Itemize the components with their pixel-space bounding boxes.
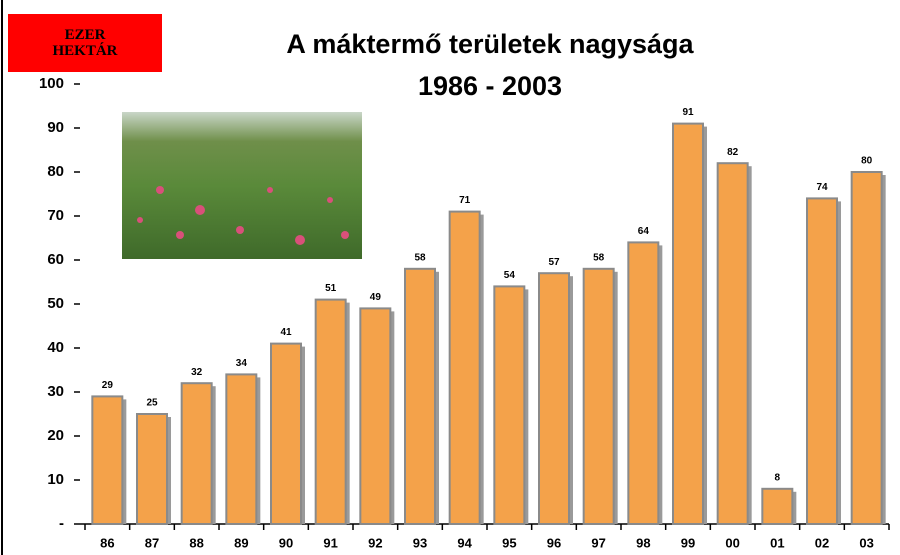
data-label: 82 bbox=[727, 147, 739, 158]
y-tick-label: 20 bbox=[47, 427, 64, 444]
bar bbox=[852, 172, 882, 524]
bar bbox=[316, 300, 346, 524]
x-tick-label: 03 bbox=[859, 535, 873, 550]
chart-title: A máktermő területek nagysága bbox=[286, 29, 694, 59]
data-label: 91 bbox=[682, 107, 694, 118]
y-tick-label: 10 bbox=[47, 471, 64, 488]
bar bbox=[584, 269, 614, 524]
data-label: 71 bbox=[459, 195, 471, 206]
y-tick-label: 40 bbox=[47, 339, 64, 356]
y-tick-label: - bbox=[59, 515, 64, 532]
x-tick-label: 95 bbox=[502, 535, 516, 550]
x-tick-label: 02 bbox=[815, 535, 829, 550]
bar bbox=[450, 212, 480, 524]
x-tick-label: 00 bbox=[725, 535, 739, 550]
data-label: 32 bbox=[191, 367, 203, 378]
y-tick-label: 60 bbox=[47, 251, 64, 268]
data-label: 74 bbox=[816, 182, 828, 193]
chart-subtitle: 1986 - 2003 bbox=[418, 71, 562, 101]
bar bbox=[494, 286, 524, 524]
bar bbox=[762, 489, 792, 524]
data-label: 58 bbox=[593, 252, 605, 263]
y-tick-label: 70 bbox=[47, 207, 64, 224]
bar bbox=[137, 414, 167, 524]
x-tick-label: 88 bbox=[189, 535, 203, 550]
bar bbox=[539, 273, 569, 524]
bar bbox=[226, 374, 256, 524]
x-tick-label: 97 bbox=[591, 535, 605, 550]
data-label: 25 bbox=[146, 398, 158, 409]
x-tick-label: 89 bbox=[234, 535, 248, 550]
x-tick-label: 94 bbox=[457, 535, 472, 550]
x-tick-label: 98 bbox=[636, 535, 650, 550]
data-label: 64 bbox=[638, 226, 650, 237]
bar bbox=[182, 383, 212, 524]
data-label: 34 bbox=[236, 358, 248, 369]
data-label: 57 bbox=[548, 257, 560, 268]
x-tick-label: 93 bbox=[413, 535, 427, 550]
bar bbox=[718, 163, 748, 524]
x-tick-label: 99 bbox=[681, 535, 695, 550]
data-label: 29 bbox=[102, 380, 114, 391]
page: A máktermő területek nagysága 1986 - 200… bbox=[0, 0, 900, 555]
x-tick-label: 87 bbox=[145, 535, 159, 550]
y-tick-label: 90 bbox=[47, 119, 64, 136]
bar bbox=[92, 396, 122, 524]
x-tick-label: 90 bbox=[279, 535, 293, 550]
data-label: 51 bbox=[325, 283, 337, 294]
photo bbox=[122, 112, 362, 259]
x-tick-label: 01 bbox=[770, 535, 784, 550]
y-tick-label: 30 bbox=[47, 383, 64, 400]
bar bbox=[405, 269, 435, 524]
bar bbox=[673, 124, 703, 524]
bar bbox=[628, 242, 658, 524]
data-label: 49 bbox=[370, 292, 382, 303]
chart: A máktermő területek nagysága 1986 - 200… bbox=[0, 0, 900, 555]
bar bbox=[360, 308, 390, 524]
y-tick-label: 100 bbox=[39, 75, 64, 92]
x-tick-label: 91 bbox=[323, 535, 337, 550]
bar bbox=[807, 198, 837, 524]
x-tick-label: 86 bbox=[100, 535, 114, 550]
data-label: 8 bbox=[775, 472, 781, 483]
y-axis-label: EZER HEKTÁR bbox=[8, 14, 162, 72]
y-tick-label: 50 bbox=[47, 295, 64, 312]
y-tick-label: 80 bbox=[47, 163, 64, 180]
data-label: 58 bbox=[414, 252, 426, 263]
data-label: 80 bbox=[861, 156, 873, 167]
x-tick-label: 92 bbox=[368, 535, 382, 550]
data-label: 41 bbox=[280, 327, 292, 338]
x-tick-label: 96 bbox=[547, 535, 561, 550]
bar bbox=[271, 344, 301, 524]
data-label: 54 bbox=[504, 270, 516, 281]
